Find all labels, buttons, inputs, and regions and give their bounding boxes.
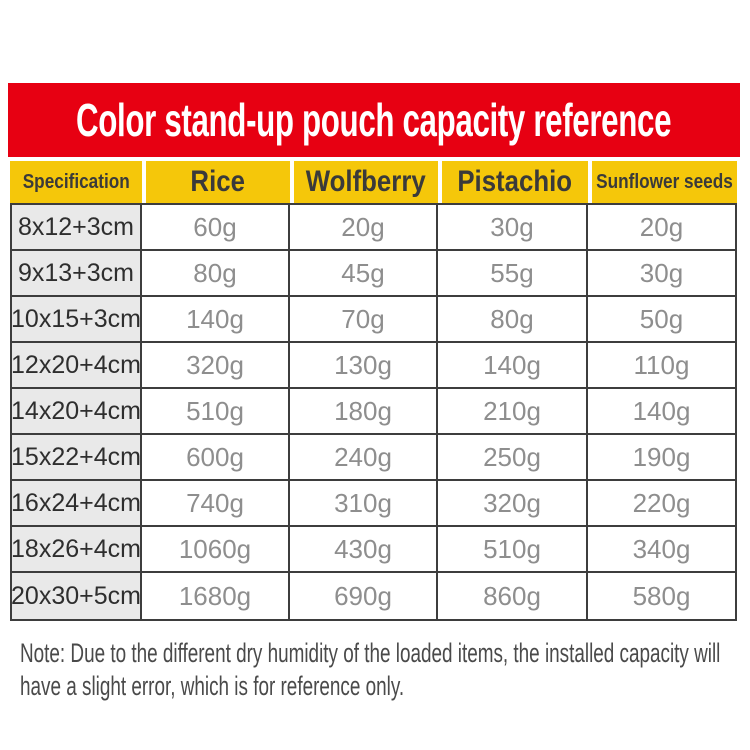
header-pistachio-label: Pistachio xyxy=(457,165,573,198)
header-sunflower-seeds-label: Sunflower seeds xyxy=(596,170,733,193)
capacity-cell: 190g xyxy=(588,435,735,481)
capacity-cell: 210g xyxy=(438,389,588,435)
header-specification: Specification xyxy=(10,161,142,203)
header-rice-label: Rice xyxy=(190,165,246,198)
capacity-cell: 140g xyxy=(438,343,588,389)
spec-cell: 20x30+5cm xyxy=(12,573,142,619)
capacity-cell: 690g xyxy=(290,573,438,619)
capacity-cell: 600g xyxy=(142,435,290,481)
capacity-cell: 250g xyxy=(438,435,588,481)
capacity-cell: 510g xyxy=(438,527,588,573)
capacity-cell: 320g xyxy=(438,481,588,527)
header-rice: Rice xyxy=(142,161,290,203)
capacity-cell: 50g xyxy=(588,297,735,343)
header-wolfberry: Wolfberry xyxy=(290,161,438,203)
spec-cell: 8x12+3cm xyxy=(12,205,142,251)
header-wolfberry-label: Wolfberry xyxy=(306,165,426,198)
capacity-cell: 580g xyxy=(588,573,735,619)
spec-cell: 15x22+4cm xyxy=(12,435,142,481)
capacity-cell: 140g xyxy=(588,389,735,435)
header-specification-label: Specification xyxy=(22,170,130,193)
spec-cell: 10x15+3cm xyxy=(12,297,142,343)
capacity-cell: 80g xyxy=(438,297,588,343)
capacity-cell: 30g xyxy=(588,251,735,297)
capacity-cell: 70g xyxy=(290,297,438,343)
spec-cell: 16x24+4cm xyxy=(12,481,142,527)
capacity-cell: 45g xyxy=(290,251,438,297)
table-header-row: Specification Rice Wolfberry Pistachio S… xyxy=(10,161,737,203)
capacity-table: 8x12+3cm 60g 20g 30g 20g 9x13+3cm 80g 45… xyxy=(10,203,737,621)
header-pistachio: Pistachio xyxy=(438,161,588,203)
spec-cell: 9x13+3cm xyxy=(12,251,142,297)
capacity-cell: 130g xyxy=(290,343,438,389)
capacity-cell: 20g xyxy=(290,205,438,251)
capacity-cell: 220g xyxy=(588,481,735,527)
capacity-cell: 110g xyxy=(588,343,735,389)
capacity-cell: 55g xyxy=(438,251,588,297)
capacity-cell: 80g xyxy=(142,251,290,297)
capacity-cell: 740g xyxy=(142,481,290,527)
capacity-cell: 1060g xyxy=(142,527,290,573)
capacity-cell: 310g xyxy=(290,481,438,527)
capacity-cell: 180g xyxy=(290,389,438,435)
spec-cell: 18x26+4cm xyxy=(12,527,142,573)
header-sunflower-seeds: Sunflower seeds xyxy=(588,161,737,203)
capacity-cell: 510g xyxy=(142,389,290,435)
capacity-cell: 60g xyxy=(142,205,290,251)
capacity-cell: 240g xyxy=(290,435,438,481)
spec-cell: 14x20+4cm xyxy=(12,389,142,435)
capacity-cell: 1680g xyxy=(142,573,290,619)
capacity-cell: 860g xyxy=(438,573,588,619)
capacity-cell: 430g xyxy=(290,527,438,573)
capacity-cell: 140g xyxy=(142,297,290,343)
capacity-cell: 340g xyxy=(588,527,735,573)
spec-cell: 12x20+4cm xyxy=(12,343,142,389)
page-title: Color stand-up pouch capacity reference xyxy=(76,94,672,146)
capacity-cell: 30g xyxy=(438,205,588,251)
capacity-cell: 320g xyxy=(142,343,290,389)
note-text: Note: Due to the different dry humidity … xyxy=(20,638,721,702)
title-banner: Color stand-up pouch capacity reference xyxy=(8,83,740,157)
capacity-cell: 20g xyxy=(588,205,735,251)
